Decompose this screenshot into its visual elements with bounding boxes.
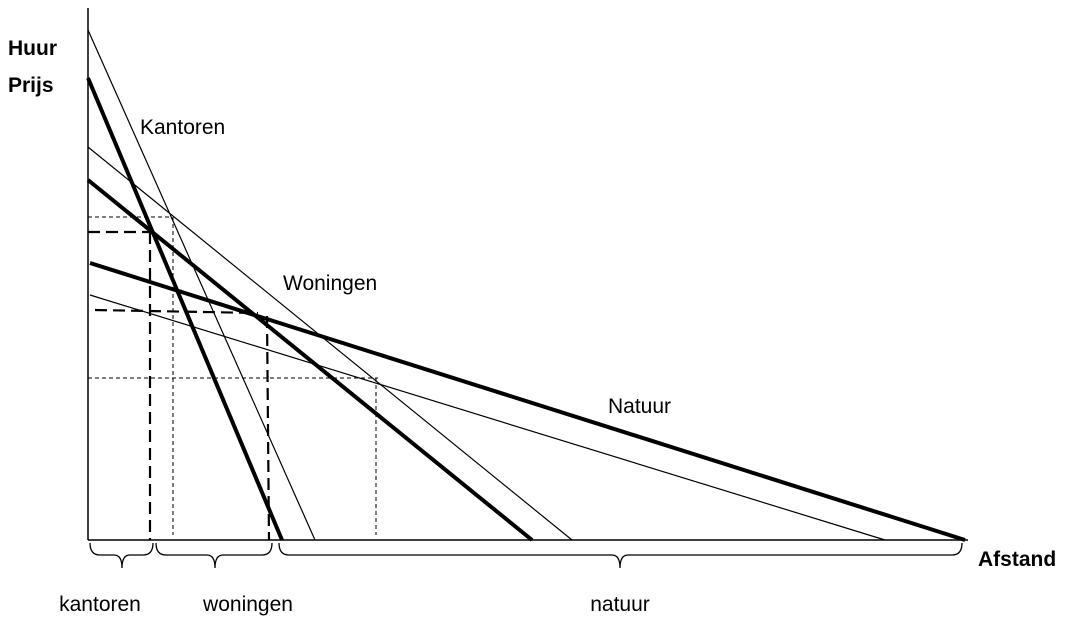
woningen-thick: [86, 178, 534, 542]
kantoren-thin: [87, 29, 316, 541]
y-axis-label: Prijs: [8, 74, 54, 97]
natuur-thin: [89, 294, 886, 541]
zone-label: natuur: [590, 593, 650, 616]
zone-label: kantoren: [59, 593, 141, 616]
lines: [86, 8, 968, 569]
curve-label: Natuur: [608, 395, 671, 418]
thin-dashes: [88, 216, 378, 535]
natuur-thick: [89, 261, 966, 542]
y-axis-label: Huur: [8, 37, 57, 60]
curve-label: Kantoren: [140, 116, 225, 139]
x-axis-label: Afstand: [978, 548, 1056, 571]
zone-label: woningen: [202, 593, 293, 616]
woningen-thin: [87, 146, 573, 541]
kantoren-thick: [86, 77, 284, 541]
thick-dashes: [88, 230, 271, 541]
braces: [89, 542, 963, 569]
curve-label: Woningen: [283, 272, 377, 295]
